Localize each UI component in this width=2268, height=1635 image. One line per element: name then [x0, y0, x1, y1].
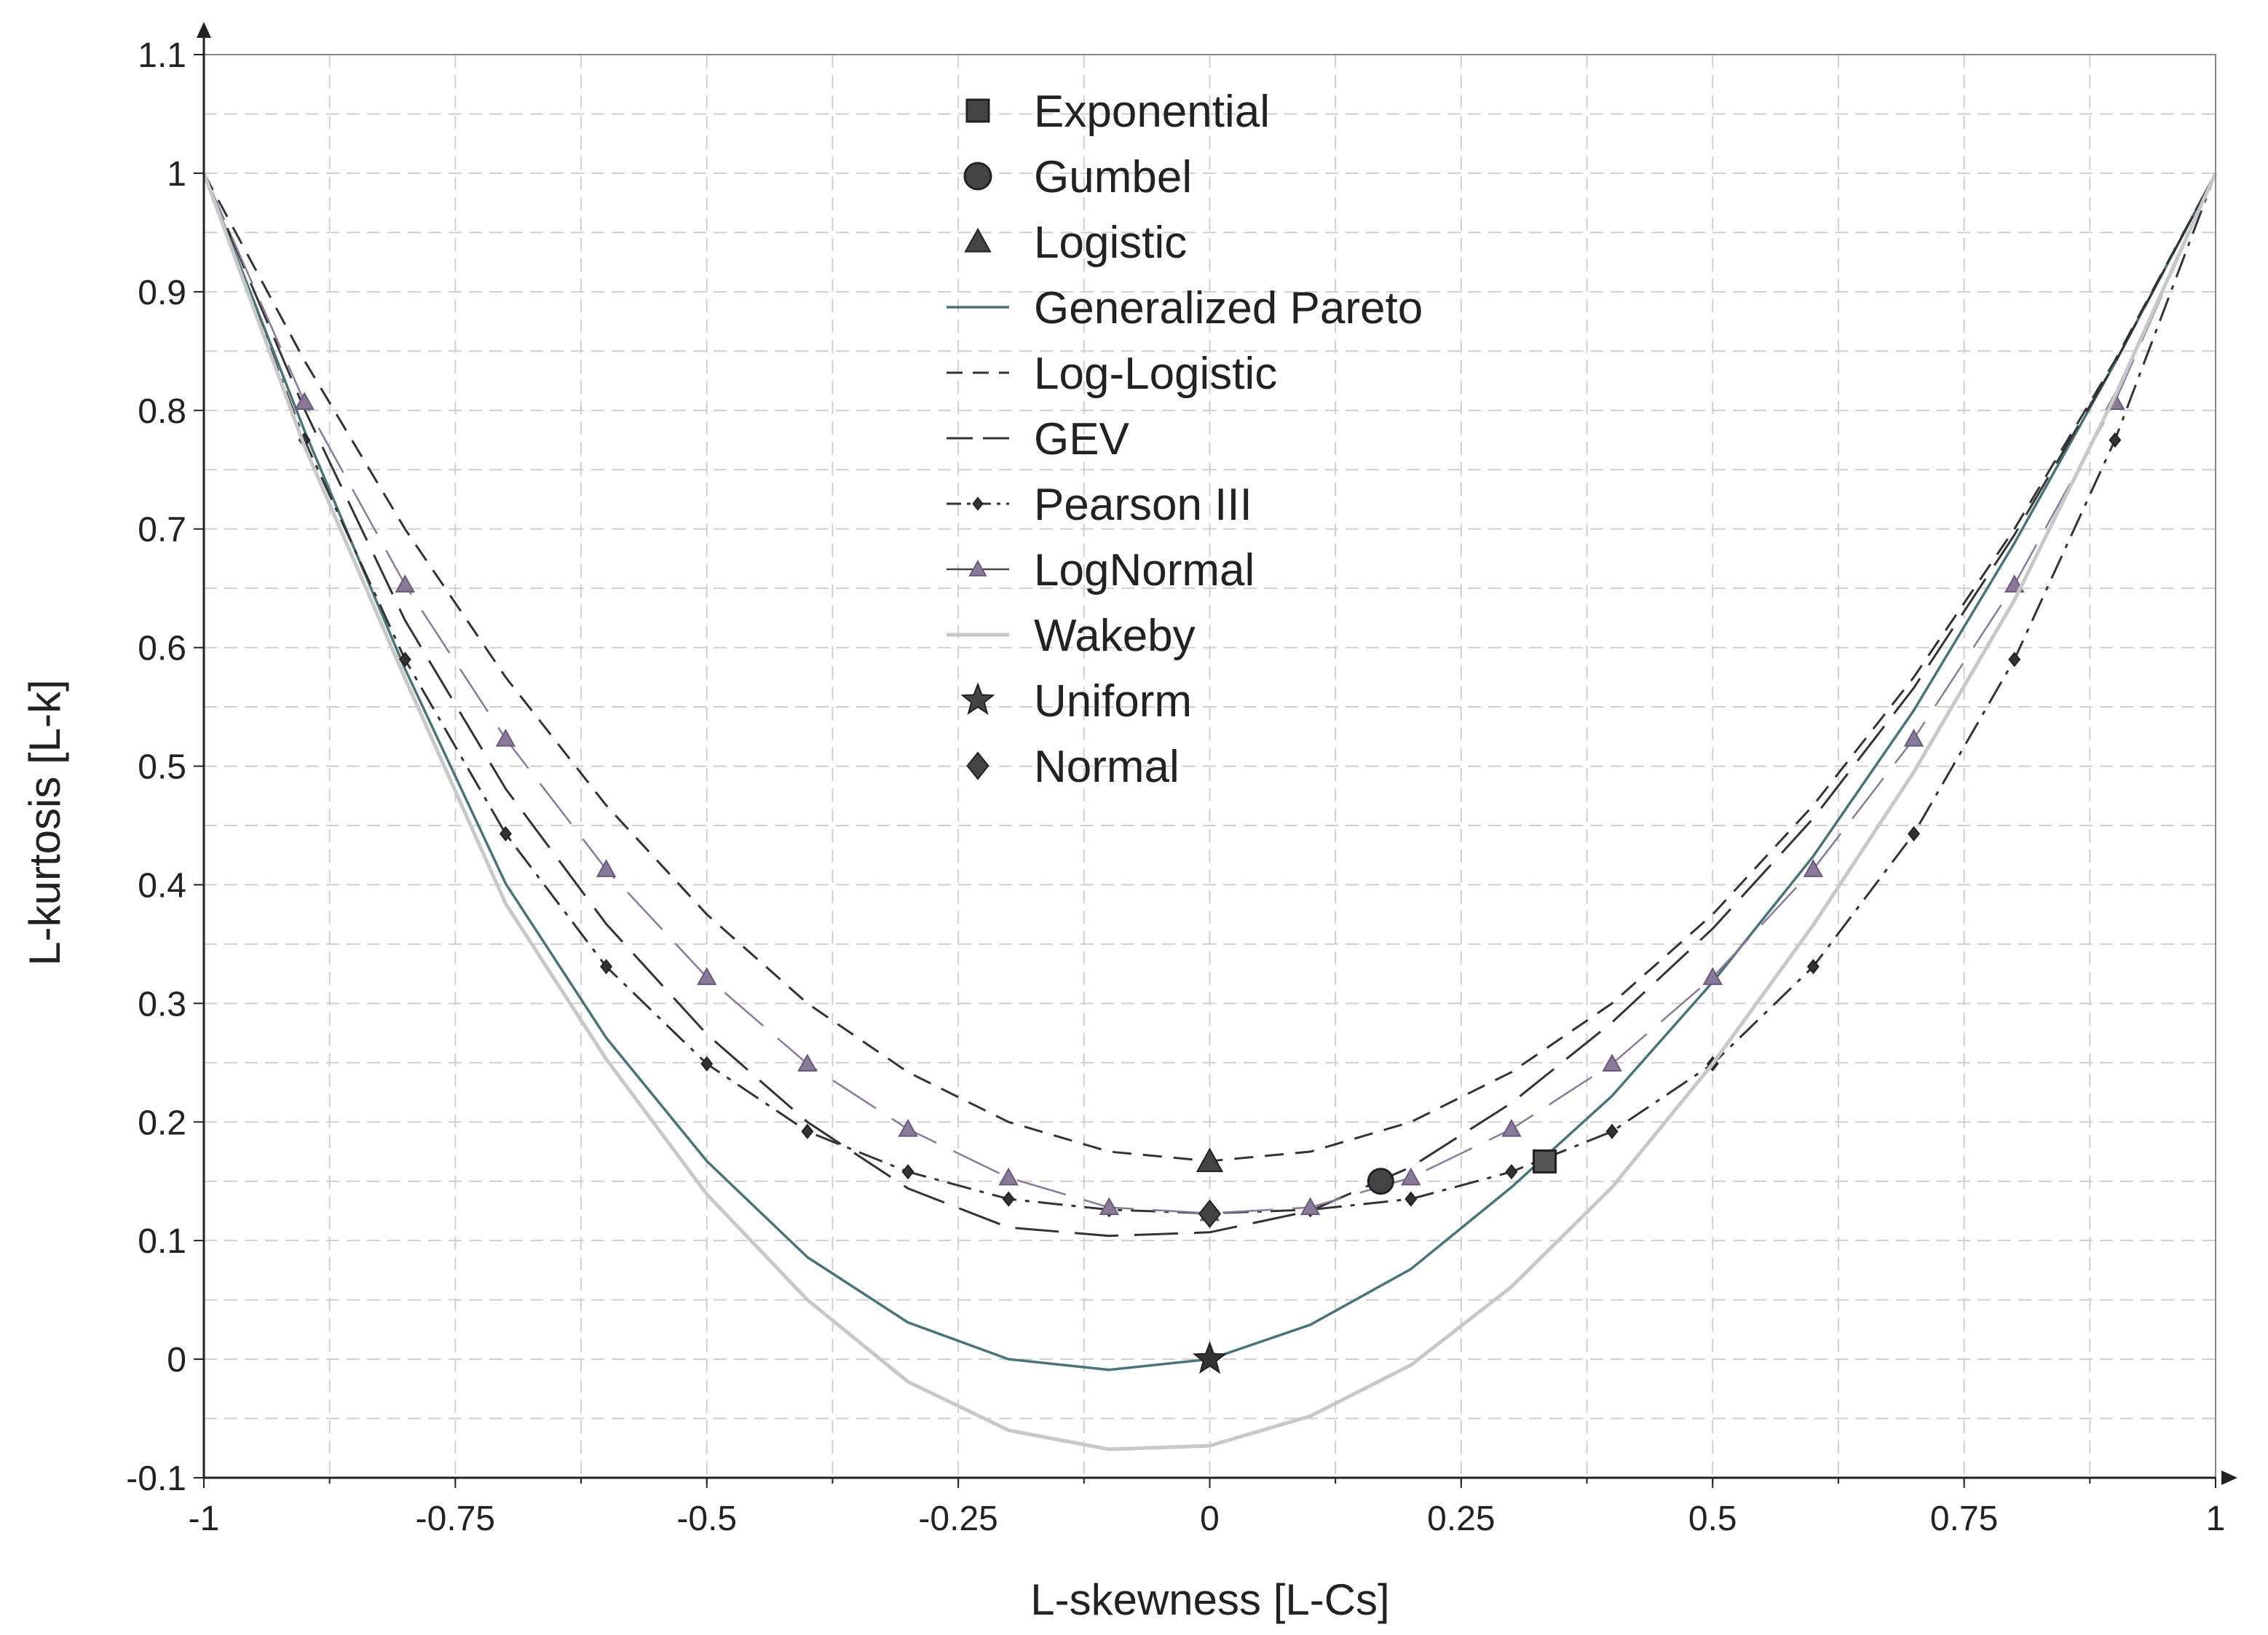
series-point-lognormal	[596, 859, 617, 877]
legend-label-log-logistic: Log-Logistic	[1034, 349, 1277, 399]
legend-marker-logistic	[964, 227, 992, 253]
x-tick-label: 0.25	[1427, 1500, 1495, 1538]
x-tick-label: 0	[1200, 1500, 1220, 1538]
series-point-pearson-iii	[1605, 1123, 1619, 1139]
series-point-pearson-iii	[600, 959, 613, 975]
series-point-pearson-iii	[700, 1056, 714, 1072]
legend-marker-normal	[966, 751, 989, 780]
legend-label-exponential: Exponential	[1034, 87, 1270, 137]
series-point-lognormal	[697, 967, 717, 986]
y-tick-label: 1	[167, 155, 186, 194]
y-tick-label: 0.3	[138, 985, 186, 1024]
series-point-lognormal	[1099, 1197, 1120, 1216]
y-axis-title: L-kurtosis [L-k]	[20, 679, 69, 965]
series-line-lognormal	[202, 173, 2217, 1214]
series-point-lognormal	[1501, 1118, 1522, 1137]
legend-label-wakeby: Wakeby	[1034, 611, 1196, 661]
legend: Exponential Gumbel Logistic Generalized Par…	[947, 87, 1423, 792]
y-tick-label: 0.8	[138, 392, 186, 431]
y-tick-label: 0.4	[138, 866, 186, 905]
legend-marker-exponential	[965, 98, 990, 123]
y-tick-label: -0.1	[126, 1460, 186, 1498]
legend-marker-pearson-iii	[972, 496, 984, 511]
series-point-lognormal	[1300, 1197, 1321, 1216]
legend-label-gev: GEV	[1034, 414, 1130, 464]
series-point-lognormal	[1602, 1053, 1622, 1072]
x-tick-label: 0.75	[1930, 1500, 1998, 1538]
x-tick-label: -1	[189, 1500, 220, 1538]
series-point-lognormal	[1702, 967, 1723, 986]
x-tick-label: -0.25	[918, 1500, 997, 1538]
x-axis-title: L-skewness [L-Cs]	[1030, 1575, 1389, 1624]
series-line-wakeby	[202, 172, 2218, 1452]
series-point-lognormal	[1803, 859, 1824, 877]
x-tick-label: -0.75	[416, 1500, 495, 1538]
x-ticks: -1 -0.75 -0.5 -0.25 0 0.25 0.5 0.75 1	[189, 1478, 2226, 1538]
y-ticks: -0.1 0 0.1 0.2 0.3 0.4 0.5 0.6 0.7 0.8 0.9 1 1.1	[126, 36, 204, 1498]
x-axis-arrow-icon	[2221, 1470, 2237, 1485]
series-point-pearson-iii	[499, 826, 512, 842]
y-tick-label: 0.9	[138, 274, 186, 312]
point-normal	[1198, 1199, 1222, 1228]
series-point-pearson-iii	[1908, 826, 1921, 842]
y-tick-label: 0.7	[138, 511, 186, 550]
series-point-lognormal	[1401, 1167, 1421, 1186]
series-point-pearson-iii	[2109, 432, 2122, 448]
series-point-pearson-iii	[1404, 1191, 1418, 1207]
series-point-pearson-iii	[801, 1123, 814, 1139]
series-point-pearson-iii	[398, 652, 411, 668]
point-uniform	[1192, 1341, 1228, 1374]
series-point-pearson-iii	[2008, 652, 2021, 668]
legend-marker-uniform	[960, 682, 995, 716]
y-tick-label: 0	[167, 1341, 186, 1379]
legend-label-logistic: Logistic	[1034, 218, 1187, 268]
legend-label-gumbel: Gumbel	[1034, 152, 1192, 202]
series-point-pearson-iii	[1002, 1191, 1015, 1207]
series-point-pearson-iii	[1505, 1164, 1518, 1180]
legend-label-pearson-iii: Pearson III	[1034, 480, 1252, 530]
series-point-lognormal	[998, 1167, 1019, 1186]
y-tick-label: 0.6	[138, 630, 186, 668]
x-tick-label: -0.5	[676, 1500, 737, 1538]
legend-label-normal: Normal	[1034, 742, 1180, 792]
legend-label-lognormal: LogNormal	[1034, 545, 1254, 595]
y-axis-arrow-icon	[197, 22, 211, 38]
legend-marker-gumbel	[963, 162, 992, 191]
series-point-pearson-iii	[901, 1164, 914, 1180]
point-exponential	[1533, 1149, 1557, 1174]
series-point-lognormal	[898, 1118, 918, 1137]
y-tick-label: 0.2	[138, 1104, 186, 1142]
x-tick-label: 1	[2206, 1500, 2226, 1538]
series-line-gev	[202, 173, 2217, 1238]
legend-marker-lognormal	[968, 559, 987, 577]
series-point-lognormal	[294, 392, 315, 410]
series-point-lognormal	[1903, 728, 1924, 747]
y-tick-label: 0.5	[138, 748, 186, 787]
series-point-pearson-iii	[1806, 959, 1819, 975]
point-logistic	[1196, 1147, 1224, 1173]
legend-label-generalized-pareto: Generalized Pareto	[1034, 283, 1423, 333]
points-layer	[1192, 1147, 1557, 1374]
legend-label-uniform: Uniform	[1034, 676, 1192, 727]
series-point-lognormal	[395, 574, 415, 593]
y-tick-label: 0.1	[138, 1222, 186, 1261]
x-tick-label: 0.5	[1688, 1500, 1737, 1538]
point-gumbel	[1367, 1168, 1394, 1195]
y-tick-label: 1.1	[138, 36, 186, 75]
series-point-lognormal	[495, 728, 516, 747]
series-point-lognormal	[797, 1053, 818, 1072]
